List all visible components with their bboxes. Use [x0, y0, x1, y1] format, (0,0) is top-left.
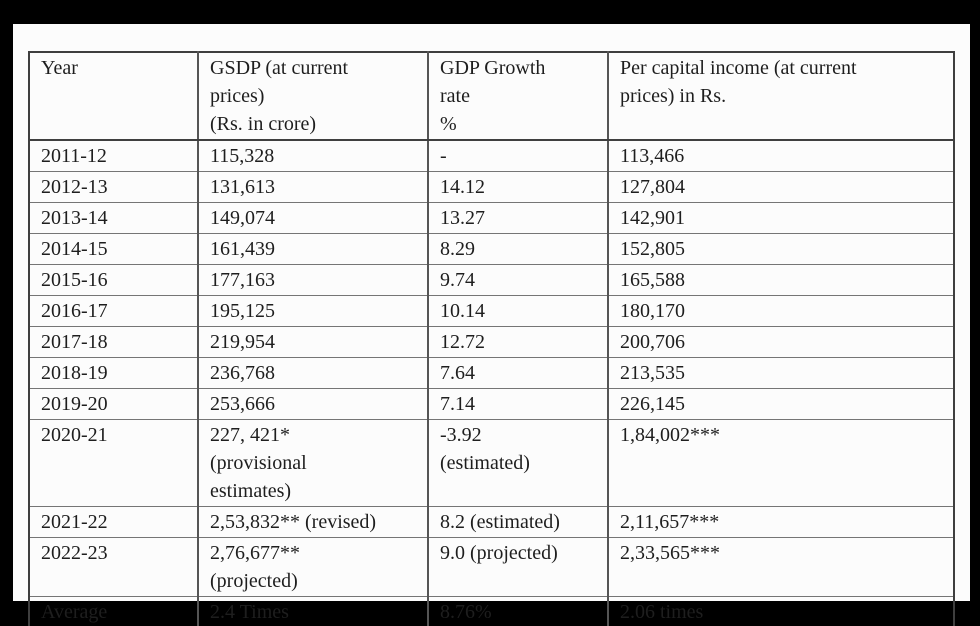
income-cell: 165,588 — [607, 264, 954, 296]
gsdp-cell: 2.4 Times — [197, 596, 428, 626]
table-row: 2017-18 219,954 12.72 200,706 — [29, 326, 954, 358]
table-row: 2013-14 149,074 13.27 142,901 — [29, 202, 954, 234]
table-row: 2021-22 2,53,832** (revised) 8.2 (estima… — [29, 506, 954, 538]
income-cell: 226,145 — [607, 388, 954, 420]
gsdp-cell: 177,163 — [197, 264, 428, 296]
growth-cell: 10.14 — [427, 295, 608, 327]
gsdp-cell: 253,666 — [197, 388, 428, 420]
table-row: 2016-17 195,125 10.14 180,170 — [29, 295, 954, 327]
document-sheet: Year GSDP (at current prices) (Rs. in cr… — [13, 24, 970, 626]
column-header-growth: GDP Growth rate % — [427, 52, 608, 141]
table-row: 2020-21 227, 421* (provisional estimates… — [29, 419, 954, 507]
column-header-income: Per capital income (at current prices) i… — [607, 52, 954, 141]
income-cell: 113,466 — [607, 140, 954, 172]
income-cell: 2,33,565*** — [607, 537, 954, 597]
table-row: 2019-20 253,666 7.14 226,145 — [29, 388, 954, 420]
year-cell: 2011-12 — [41, 145, 107, 167]
income-cell: 180,170 — [607, 295, 954, 327]
year-cell: 2014-15 — [29, 233, 198, 265]
column-header-year: Year — [29, 52, 198, 141]
table-row: 2012-13 131,613 14.12 127,804 — [29, 171, 954, 203]
growth-cell: 8.29 — [427, 233, 608, 265]
growth-cell: 12.72 — [427, 326, 608, 358]
year-cell: 2020-21 — [29, 419, 198, 507]
gsdp-cell: 227, 421* (provisional estimates) — [197, 419, 428, 507]
income-cell: 200,706 — [607, 326, 954, 358]
gsdp-cell: 195,125 — [197, 295, 428, 327]
growth-cell: 9.0 (projected) — [427, 537, 608, 597]
growth-cell: 13.27 — [427, 202, 608, 234]
year-cell: 2022-23 — [29, 537, 198, 597]
income-cell: 213,535 — [607, 357, 954, 389]
gsdp-cell: 149,074 — [197, 202, 428, 234]
table-row: 2015-16 177,163 9.74 165,588 — [29, 264, 954, 296]
growth-cell: 7.64 — [427, 357, 608, 389]
growth-cell: 14.12 — [427, 171, 608, 203]
income-cell: 152,805 — [607, 233, 954, 265]
income-cell: 127,804 — [607, 171, 954, 203]
gsdp-table: Year GSDP (at current prices) (Rs. in cr… — [28, 51, 955, 626]
gsdp-cell: 161,439 — [197, 233, 428, 265]
growth-cell: 9.74 — [427, 264, 608, 296]
growth-cell: -3.92 (estimated) — [427, 419, 608, 507]
gsdp-cell: 219,954 — [197, 326, 428, 358]
table-row: 2022-23 2,76,677** (projected) 9.0 (proj… — [29, 537, 954, 597]
income-cell: 1,84,002*** — [607, 419, 954, 507]
column-header-gsdp: GSDP (at current prices) (Rs. in crore) — [197, 52, 428, 141]
income-cell: 2,11,657*** — [607, 506, 954, 538]
table-row: 2018-19 236,768 7.64 213,535 — [29, 357, 954, 389]
growth-cell: - — [427, 140, 608, 172]
year-cell: 2018-19 — [29, 357, 198, 389]
table-row: 2011-12 115,328 - 113,466 — [29, 140, 954, 172]
year-cell: 2015-16 — [29, 264, 198, 296]
year-cell: Average — [29, 596, 198, 626]
year-cell: 2012-13 — [29, 171, 198, 203]
gsdp-cell: 2,53,832** (revised) — [197, 506, 428, 538]
year-cell: 2016-17 — [29, 295, 198, 327]
table-row: Average 2.4 Times 8.76% 2.06 times — [29, 596, 954, 626]
growth-cell: 7.14 — [427, 388, 608, 420]
growth-cell: 8.2 (estimated) — [427, 506, 608, 538]
year-cell: 2017-18 — [29, 326, 198, 358]
gsdp-cell: 2,76,677** (projected) — [197, 537, 428, 597]
growth-cell: 8.76% — [427, 596, 608, 626]
year-cell: 2013-14 — [29, 202, 198, 234]
table-row: 2014-15 161,439 8.29 152,805 — [29, 233, 954, 265]
year-cell: 2021-22 — [29, 506, 198, 538]
header-row: Year GSDP (at current prices) (Rs. in cr… — [29, 52, 954, 141]
year-cell: 2019-20 — [29, 388, 198, 420]
income-cell: 2.06 times — [607, 596, 954, 626]
gsdp-cell: 236,768 — [197, 357, 428, 389]
table-body: 2011-12 115,328 - 113,466 2012-13 131,61… — [29, 140, 954, 626]
gsdp-cell: 131,613 — [197, 171, 428, 203]
income-cell: 142,901 — [607, 202, 954, 234]
gsdp-cell: 115,328 — [197, 140, 428, 172]
